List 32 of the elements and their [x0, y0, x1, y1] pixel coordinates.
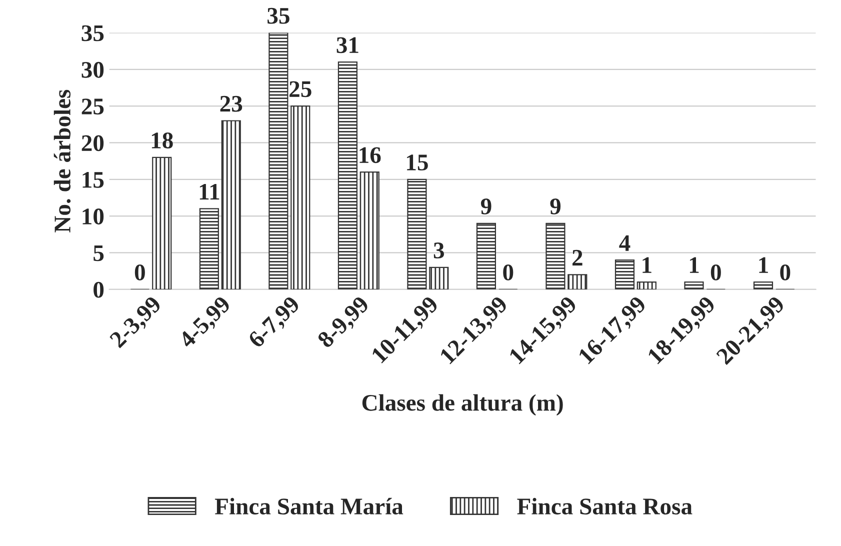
data-label: 35 [268, 8, 290, 24]
data-label: 23 [220, 96, 242, 112]
legend-label: Finca Santa Rosa [517, 498, 692, 514]
y-tick-label: 10 [82, 208, 104, 224]
data-label: 31 [336, 37, 358, 54]
data-label: 9 [480, 198, 492, 214]
data-label: 0 [780, 264, 790, 280]
data-label: 3 [434, 242, 444, 258]
y-tick-label: 5 [94, 245, 104, 262]
data-label: 1 [690, 257, 699, 273]
y-tick-label: 0 [94, 282, 104, 298]
legend-label: Finca Santa María [214, 498, 404, 514]
y-tick-label: 30 [82, 62, 104, 78]
data-label: 0 [710, 264, 721, 280]
data-label: 1 [642, 257, 652, 273]
y-tick-label: 20 [82, 135, 104, 152]
data-label: 4 [619, 235, 630, 251]
data-label: 16 [360, 147, 381, 164]
data-label: 0 [134, 264, 145, 280]
data-label: 2 [572, 250, 582, 266]
y-tick-label: 25 [82, 98, 104, 115]
y-axis-title: No. de árboles [54, 90, 71, 232]
data-label: 11 [200, 184, 220, 200]
y-tick-label: 15 [82, 172, 104, 188]
data-label: 1 [759, 257, 768, 273]
data-label: 15 [407, 154, 428, 170]
data-label: 0 [503, 264, 514, 280]
x-axis-title: Clases de altura (m) [362, 394, 563, 416]
y-tick-label: 35 [82, 25, 104, 42]
data-label: 25 [290, 81, 312, 98]
data-label: 9 [550, 198, 561, 214]
data-label: 18 [152, 132, 173, 148]
